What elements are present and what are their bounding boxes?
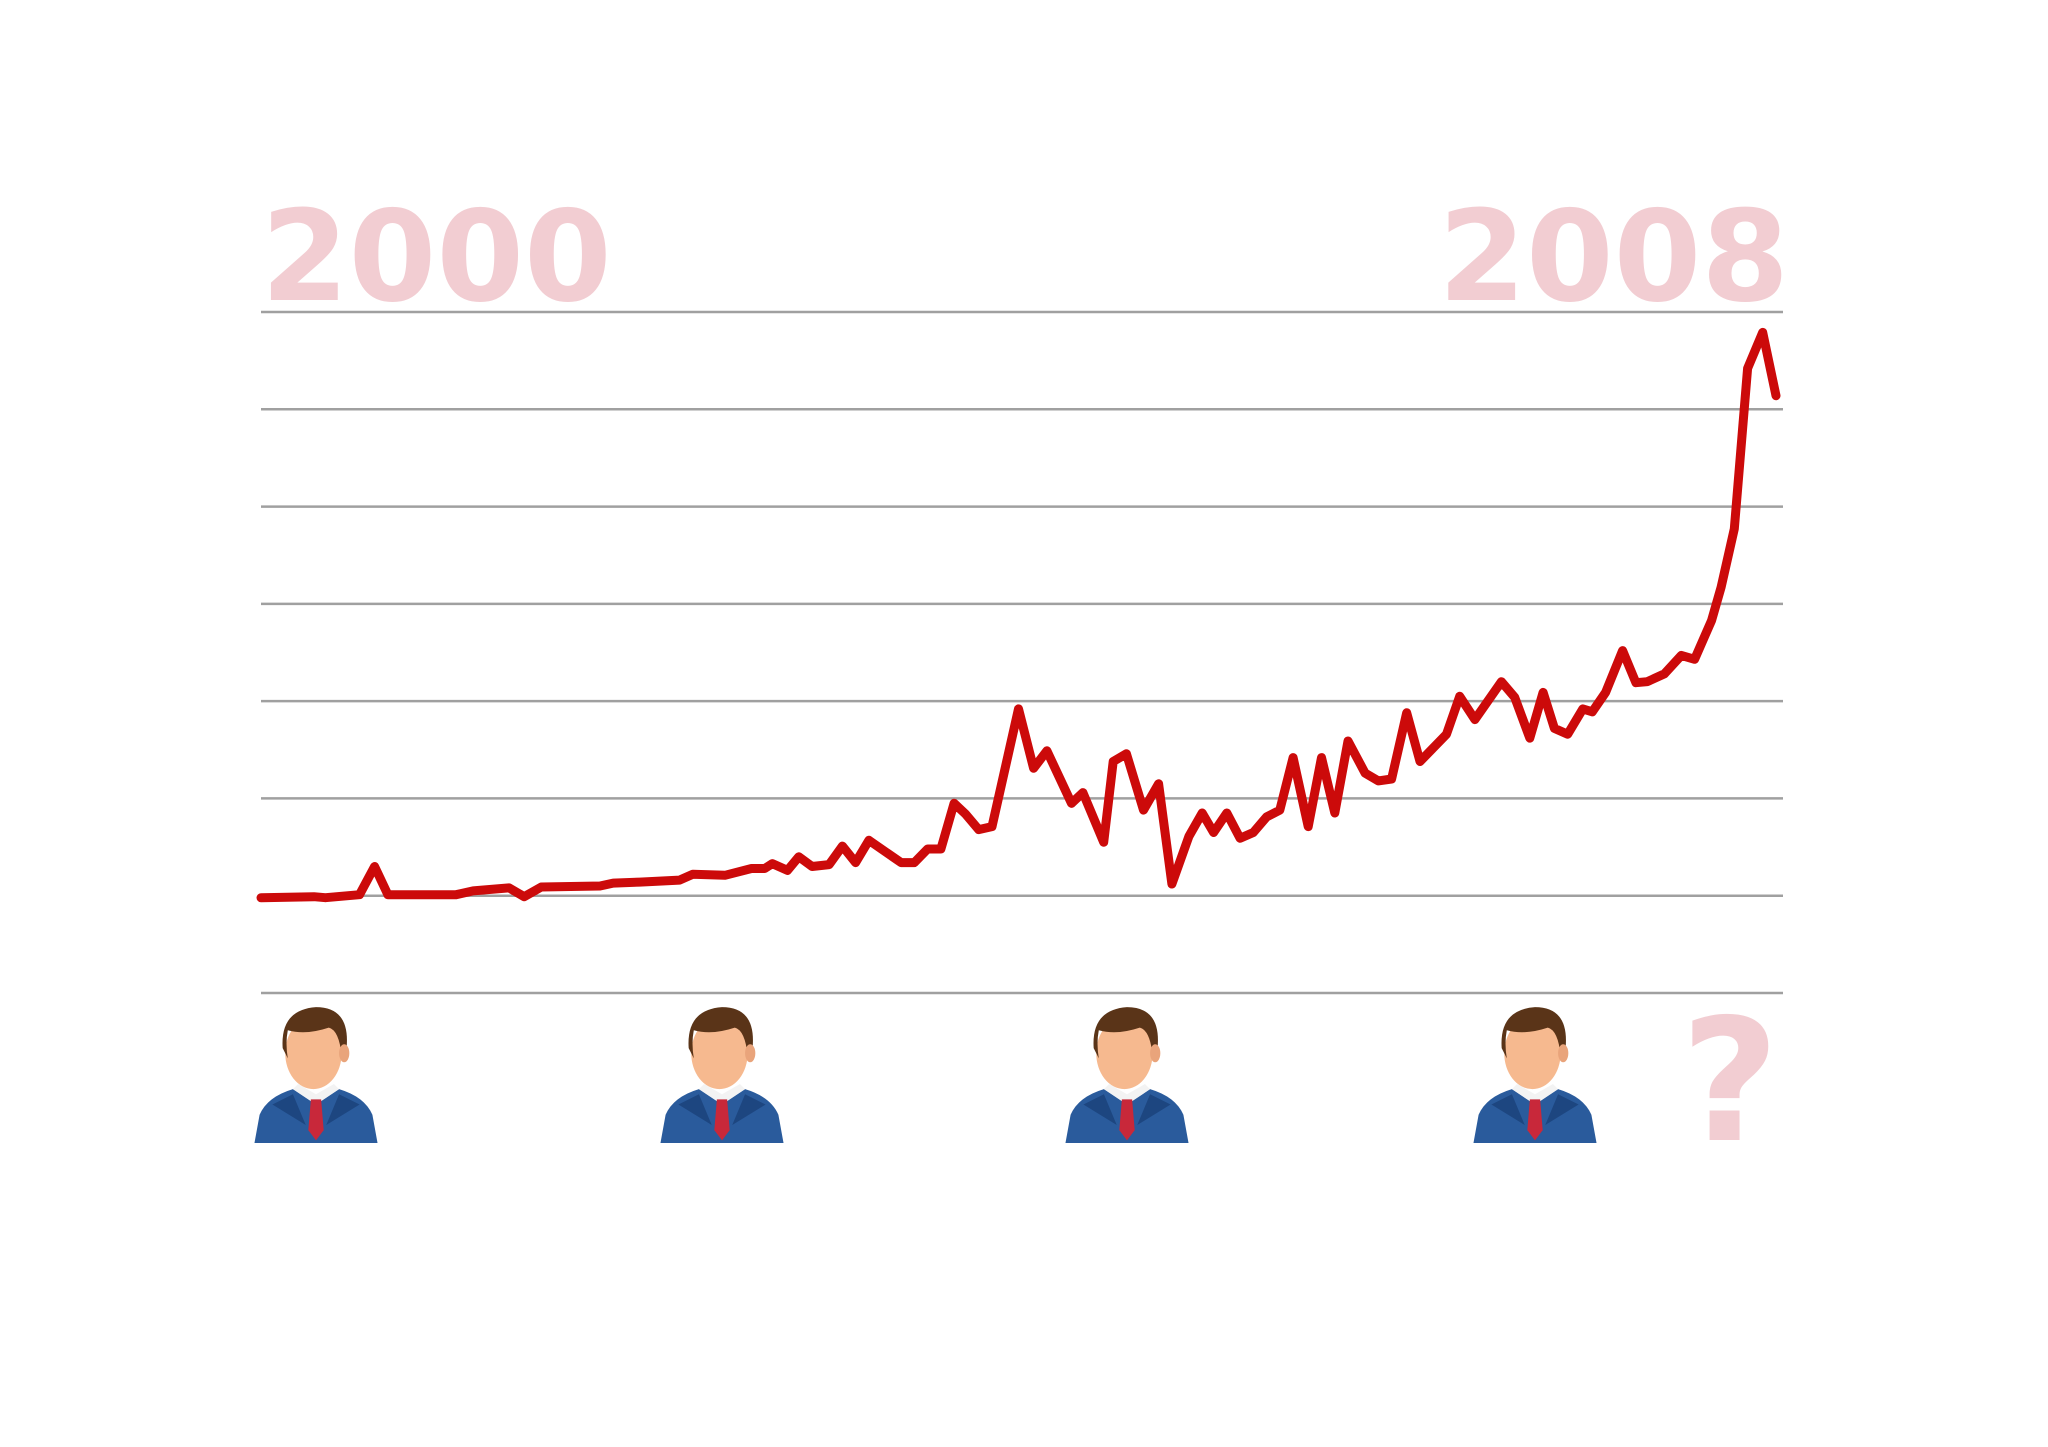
person-icon <box>254 1007 378 1143</box>
person-icon <box>1065 1007 1189 1143</box>
question-mark: ? <box>1681 983 1780 1181</box>
x-tick-label: 2000 <box>261 183 612 330</box>
presidents <box>254 1007 1597 1143</box>
x-tick-label: 2008 <box>1438 183 1789 330</box>
person-icon <box>1473 1007 1597 1143</box>
person-icon <box>660 1007 784 1143</box>
data-line <box>256 327 1781 903</box>
